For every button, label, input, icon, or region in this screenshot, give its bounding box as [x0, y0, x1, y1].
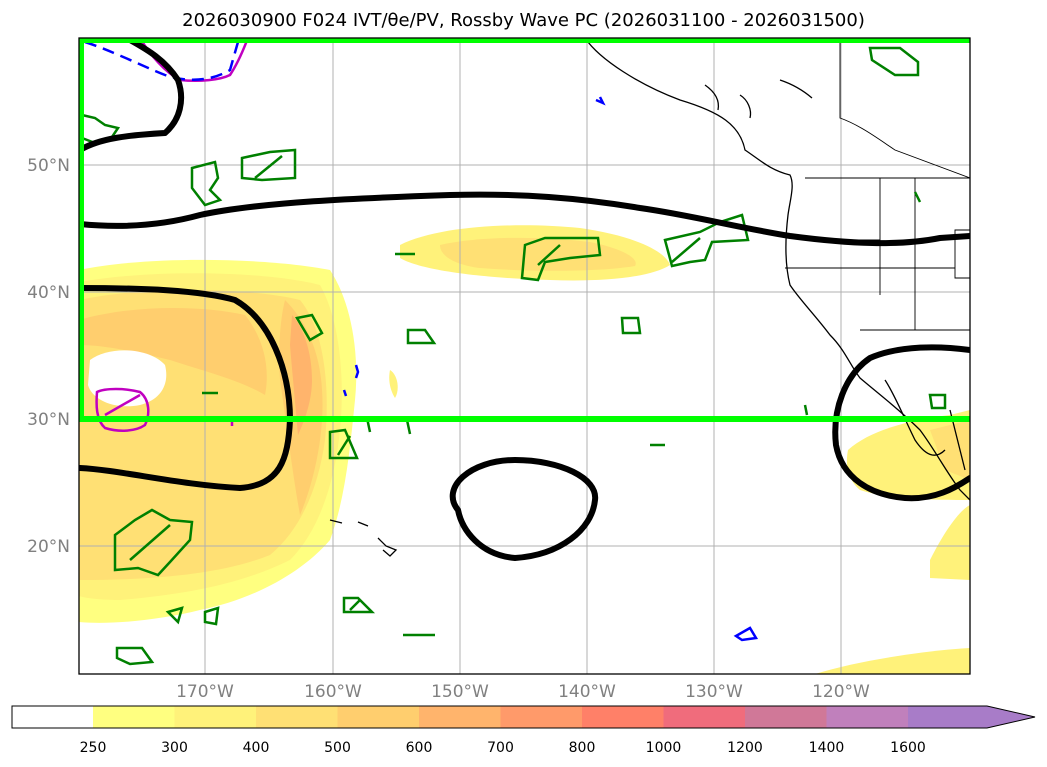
colorbar-tick-label: 250	[80, 740, 107, 756]
lat-label: 20°N	[27, 537, 70, 557]
colorbar-outline	[11, 705, 1036, 729]
pv-contours	[84, 38, 759, 642]
colorbar-cells	[93, 706, 987, 728]
lon-label: 140°W	[558, 682, 616, 702]
colorbar-cell	[337, 706, 420, 728]
colorbar-cell	[500, 706, 583, 728]
colorbar-labels: 250 300 400 500 600 700 800 1000 1200 1400 1600	[80, 740, 926, 756]
target-box	[79, 38, 970, 422]
colorbar-cell	[419, 706, 501, 728]
colorbar-tick-label: 300	[161, 740, 188, 756]
colorbar-tick-label: 700	[487, 740, 514, 756]
colorbar-cell	[174, 706, 257, 728]
lat-label: 50°N	[27, 156, 70, 176]
lon-label: 160°W	[304, 682, 362, 702]
colorbar-tick-label: 1600	[890, 740, 926, 756]
colorbar-tick-label: 500	[324, 740, 351, 756]
lat-label: 40°N	[27, 283, 70, 303]
colorbar-cell	[256, 706, 338, 728]
colorbar-cell	[745, 706, 827, 728]
colorbar-cell	[582, 706, 664, 728]
rossby-wave-contours	[79, 38, 970, 562]
lon-label: 130°W	[685, 682, 743, 702]
colorbar: 250 300 400 500 600 700 800 1000 1200 1400 1600	[11, 705, 1036, 756]
colorbar-tick-label: 1400	[809, 740, 845, 756]
colorbar-tick-label: 400	[243, 740, 270, 756]
colorbar-tick-label: 600	[406, 740, 433, 756]
lon-label: 170°W	[176, 682, 234, 702]
coastlines	[329, 38, 970, 557]
ivt-shading	[79, 225, 970, 674]
theta-e-contours	[80, 46, 947, 666]
colorbar-low-cell	[12, 706, 93, 728]
colorbar-cell	[826, 706, 909, 728]
colorbar-cell	[908, 706, 987, 728]
colorbar-cell	[93, 706, 175, 728]
colorbar-cell	[663, 706, 746, 728]
colorbar-extend-arrow	[987, 706, 1035, 728]
map-title: 2026030900 F024 IVT/θe/PV, Rossby Wave P…	[182, 10, 865, 31]
latitude-axis: 50°N 40°N 30°N 20°N	[27, 156, 70, 557]
lon-label: 120°W	[812, 682, 870, 702]
colorbar-tick-label: 1000	[646, 740, 682, 756]
lat-label: 30°N	[27, 410, 70, 430]
colorbar-tick-label: 1200	[727, 740, 763, 756]
lon-label: 150°W	[431, 682, 489, 702]
longitude-axis: 170°W 160°W 150°W 140°W 130°W 120°W	[176, 682, 870, 702]
plot-frame	[78, 37, 971, 675]
colorbar-tick-label: 800	[569, 740, 596, 756]
